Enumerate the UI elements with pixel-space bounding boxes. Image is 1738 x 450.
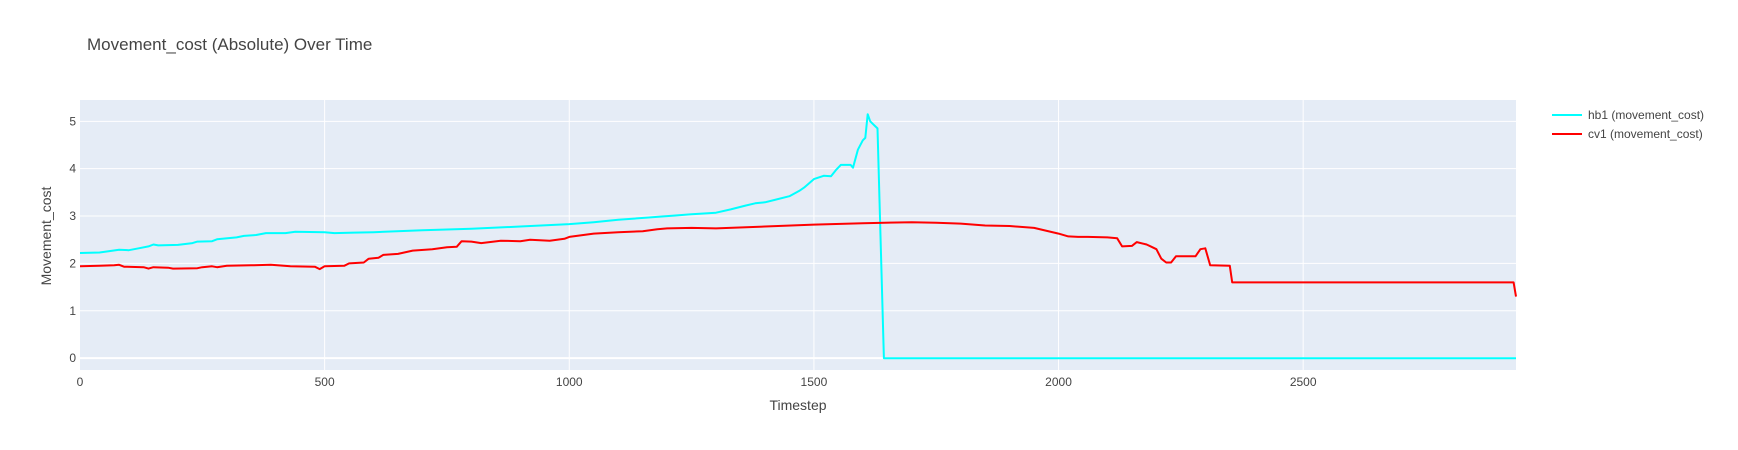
series-line-hb1 xyxy=(79,113,1516,360)
x-tick-label: 2000 xyxy=(1045,375,1072,389)
chart-title: Movement_cost (Absolute) Over Time xyxy=(87,35,372,54)
legend: hb1 (movement_cost) cv1 (movement_cost) xyxy=(1552,108,1704,141)
legend-item-hb1[interactable]: hb1 (movement_cost) xyxy=(1552,108,1704,122)
legend-label-hb1: hb1 (movement_cost) xyxy=(1588,108,1704,122)
x-tick-label: 0 xyxy=(77,375,84,389)
y-tick-label: 3 xyxy=(69,209,76,223)
x-axis-title: Timestep xyxy=(769,397,826,413)
x-axis-ticks: 0 500 1000 1500 2000 2500 xyxy=(77,375,1317,389)
y-axis-title: Movement_cost xyxy=(38,186,54,285)
y-tick-label: 0 xyxy=(69,351,76,365)
y-axis-ticks: 0 1 2 3 4 5 xyxy=(69,114,76,365)
x-tick-label: 500 xyxy=(315,375,335,389)
y-tick-label: 5 xyxy=(69,114,76,128)
y-tick-label: 4 xyxy=(69,162,76,176)
y-tick-label: 1 xyxy=(69,304,76,318)
legend-item-cv1[interactable]: cv1 (movement_cost) xyxy=(1552,127,1703,141)
series-lines xyxy=(79,113,1517,360)
plot-area xyxy=(80,100,1516,370)
x-tick-label: 2500 xyxy=(1290,375,1317,389)
y-tick-label: 2 xyxy=(69,256,76,270)
x-tick-label: 1500 xyxy=(801,375,828,389)
x-tick-label: 1000 xyxy=(556,375,583,389)
legend-label-cv1: cv1 (movement_cost) xyxy=(1588,127,1703,141)
series-line-cv1 xyxy=(79,221,1517,297)
